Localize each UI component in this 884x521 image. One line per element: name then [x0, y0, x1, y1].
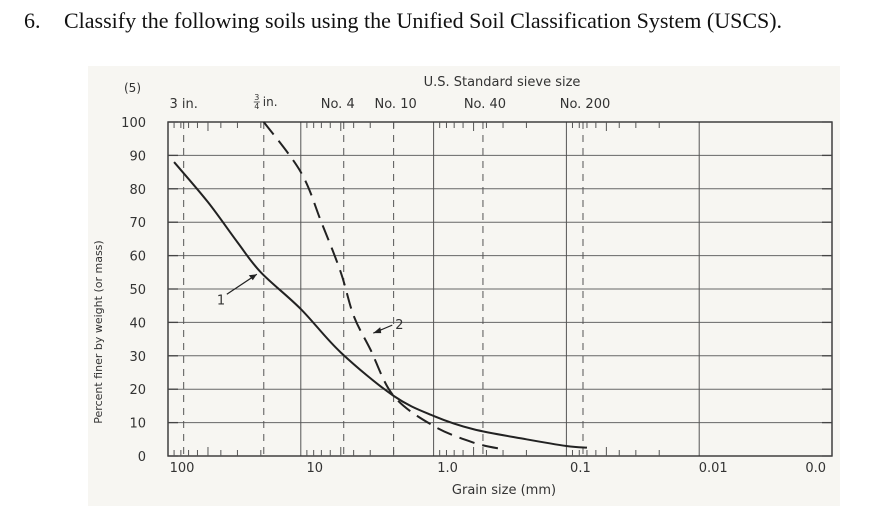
chart-title: U.S. Standard sieve size: [424, 75, 581, 90]
x-tick-label: 1.0: [437, 461, 458, 476]
sieve-label: No. 40: [464, 97, 506, 112]
question-body: Classify the following soils using the U…: [64, 8, 783, 33]
y-tick-label: 10: [129, 417, 146, 432]
y-tick-label: 80: [129, 183, 146, 198]
series-1-arrowhead: [248, 274, 257, 281]
y-tick-label: 100: [121, 116, 146, 131]
sieve-label: 34 in.: [253, 93, 278, 111]
y-tick-label: 0: [138, 450, 146, 465]
sieve-label: 3 in.: [169, 97, 197, 112]
y-axis-label: Percent finer by weight (or mass): [92, 240, 105, 423]
series-1-label: 1: [217, 293, 225, 308]
sieve-label: No. 10: [374, 97, 416, 112]
y-tick-label: 60: [129, 250, 146, 265]
question-number: 6.: [24, 8, 41, 33]
sieve-unit: in.: [263, 95, 278, 109]
figure-tag: (5): [124, 81, 141, 95]
x-tick-label: 0.0: [805, 461, 826, 476]
x-tick-label: 10: [307, 461, 324, 476]
sieve-label: No. 4: [321, 97, 355, 112]
fraction-denominator: 4: [254, 102, 259, 111]
x-tick-label: 0.1: [570, 461, 591, 476]
y-tick-label: 20: [129, 383, 146, 398]
y-tick-label: 90: [129, 149, 146, 164]
series-2-label: 2: [395, 318, 403, 333]
x-tick-label: 0.01: [699, 461, 728, 476]
x-axis-label: Grain size (mm): [452, 483, 556, 498]
y-tick-label: 50: [129, 283, 146, 298]
series-2-arrowhead: [373, 327, 382, 334]
series-2-curve: [262, 121, 504, 451]
fraction-numerator: 3: [254, 93, 259, 102]
sieve-label: No. 200: [560, 97, 611, 112]
question-text: 6. Classify the following soils using the…: [24, 8, 782, 34]
x-tick-label: 100: [170, 461, 195, 476]
y-tick-label: 30: [129, 350, 146, 365]
series-1-curve: [173, 161, 588, 449]
gradation-chart-figure: (5) U.S. Standard sieve size Grain size …: [88, 66, 840, 506]
gradation-chart: (5) U.S. Standard sieve size Grain size …: [92, 75, 833, 498]
y-tick-label: 70: [129, 216, 146, 231]
y-tick-label: 40: [129, 316, 146, 331]
